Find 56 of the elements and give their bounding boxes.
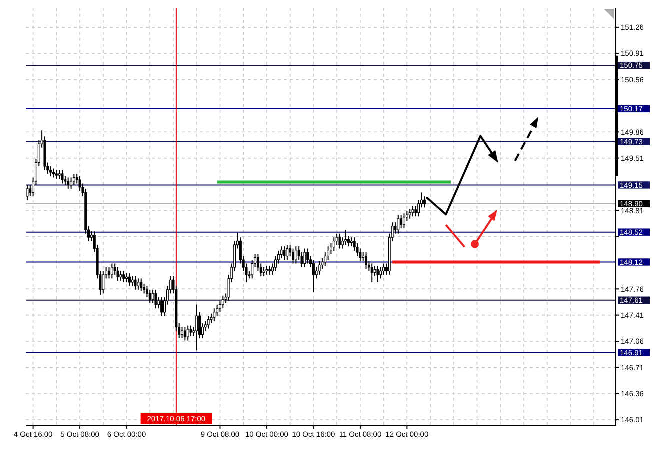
candlestick: [370, 263, 374, 283]
candlestick: [160, 296, 164, 317]
candlestick: [140, 278, 143, 292]
candlestick: [122, 270, 126, 283]
candlestick: [102, 270, 105, 294]
candlestick: [50, 166, 52, 177]
candlestick: [196, 304, 198, 351]
candlestick: [67, 177, 70, 190]
candlestick: [154, 289, 158, 310]
candlestick: [181, 326, 184, 340]
candlestick: [72, 174, 76, 186]
candlestick: [397, 214, 400, 234]
candlestick: [304, 248, 306, 268]
candlestick: [423, 196, 426, 208]
candlestick: [213, 308, 216, 322]
candlestick: [402, 213, 406, 230]
candlestick: [120, 270, 122, 282]
candlestick: [294, 246, 298, 264]
candlestick: [108, 266, 110, 280]
candlestick: [283, 246, 286, 260]
candlestick: [306, 248, 310, 264]
candlestick: [376, 265, 380, 283]
candlestick: [61, 170, 64, 184]
candlestick: [128, 272, 131, 287]
candlestick: [110, 263, 114, 280]
candlestick: [70, 177, 73, 190]
candlestick: [184, 326, 186, 342]
candlestick: [400, 214, 403, 230]
candlestick: [382, 263, 386, 276]
candlestick: [26, 184, 29, 201]
candlestick: [207, 316, 210, 330]
candlestick: [344, 230, 348, 246]
candlestick: [29, 184, 32, 197]
candlestick: [365, 252, 368, 270]
candlestick: [190, 325, 192, 337]
candlestick: [338, 233, 342, 250]
candlestick: [137, 278, 140, 290]
candlestick: [116, 266, 120, 282]
candlestick: [394, 222, 397, 234]
candlestick: [134, 276, 137, 290]
candlestick: [332, 237, 336, 252]
candlestick: [380, 266, 382, 280]
candlestick: [312, 259, 315, 293]
candlestick: [131, 276, 134, 287]
candlestick: [414, 206, 418, 218]
candlestick: [374, 265, 376, 277]
candlestick: [292, 248, 294, 264]
candlestick: [222, 295, 224, 310]
candlestick: [186, 325, 190, 342]
candlestick: [152, 289, 154, 304]
candlestick: [148, 289, 152, 304]
candlestick: [158, 296, 160, 310]
candlestick: [318, 260, 321, 276]
candlestick: [286, 244, 289, 260]
candlestick: [412, 206, 414, 218]
candlestick: [408, 208, 412, 220]
